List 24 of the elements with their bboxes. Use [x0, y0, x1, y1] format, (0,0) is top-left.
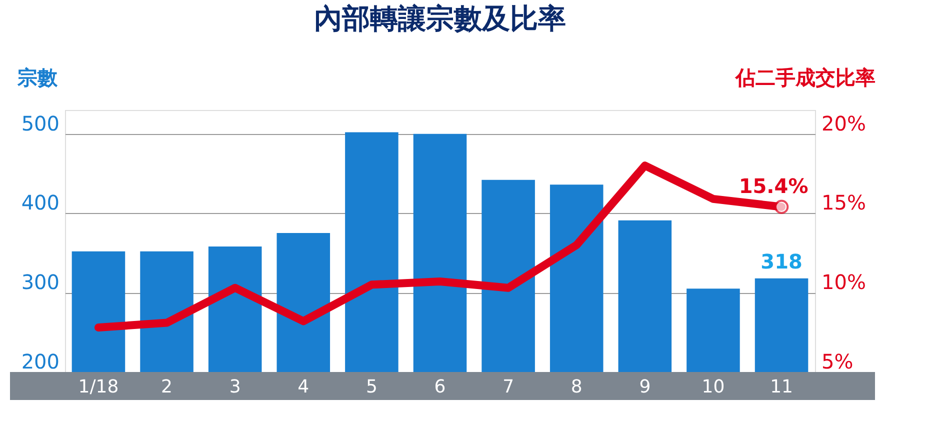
- x-tick-label: 5: [366, 376, 378, 398]
- x-tick-label: 11: [770, 376, 793, 398]
- data-label: 15.4%: [738, 174, 808, 198]
- y2-tick-label: 10%: [822, 270, 866, 294]
- x-tick-label: 6: [434, 376, 446, 398]
- y-tick-label: 500: [21, 111, 60, 136]
- x-tick-label: 10: [702, 376, 725, 398]
- y2-tick-label: 20%: [822, 111, 866, 136]
- x-tick-label: 2: [161, 376, 173, 398]
- x-tick-label: 3: [229, 376, 241, 398]
- y-tick-label: 200: [21, 350, 60, 374]
- y2-tick-label: 15%: [822, 190, 866, 215]
- chart-title: 內部轉讓宗數及比率: [314, 2, 566, 35]
- x-tick-label: 7: [502, 376, 514, 398]
- data-label: 318: [760, 249, 802, 274]
- y-axis-title: 宗數: [16, 66, 58, 90]
- x-tick-label: 4: [298, 376, 310, 398]
- x-tick-label: 8: [570, 376, 582, 398]
- y2-tick-label: 5%: [822, 350, 854, 374]
- y2-axis-title: 佔二手成交比率: [734, 66, 876, 90]
- x-tick-label: 9: [639, 376, 651, 398]
- x-tick-label: 1/18: [78, 376, 119, 398]
- y-tick-label: 300: [21, 270, 60, 294]
- y-tick-label: 400: [21, 190, 60, 215]
